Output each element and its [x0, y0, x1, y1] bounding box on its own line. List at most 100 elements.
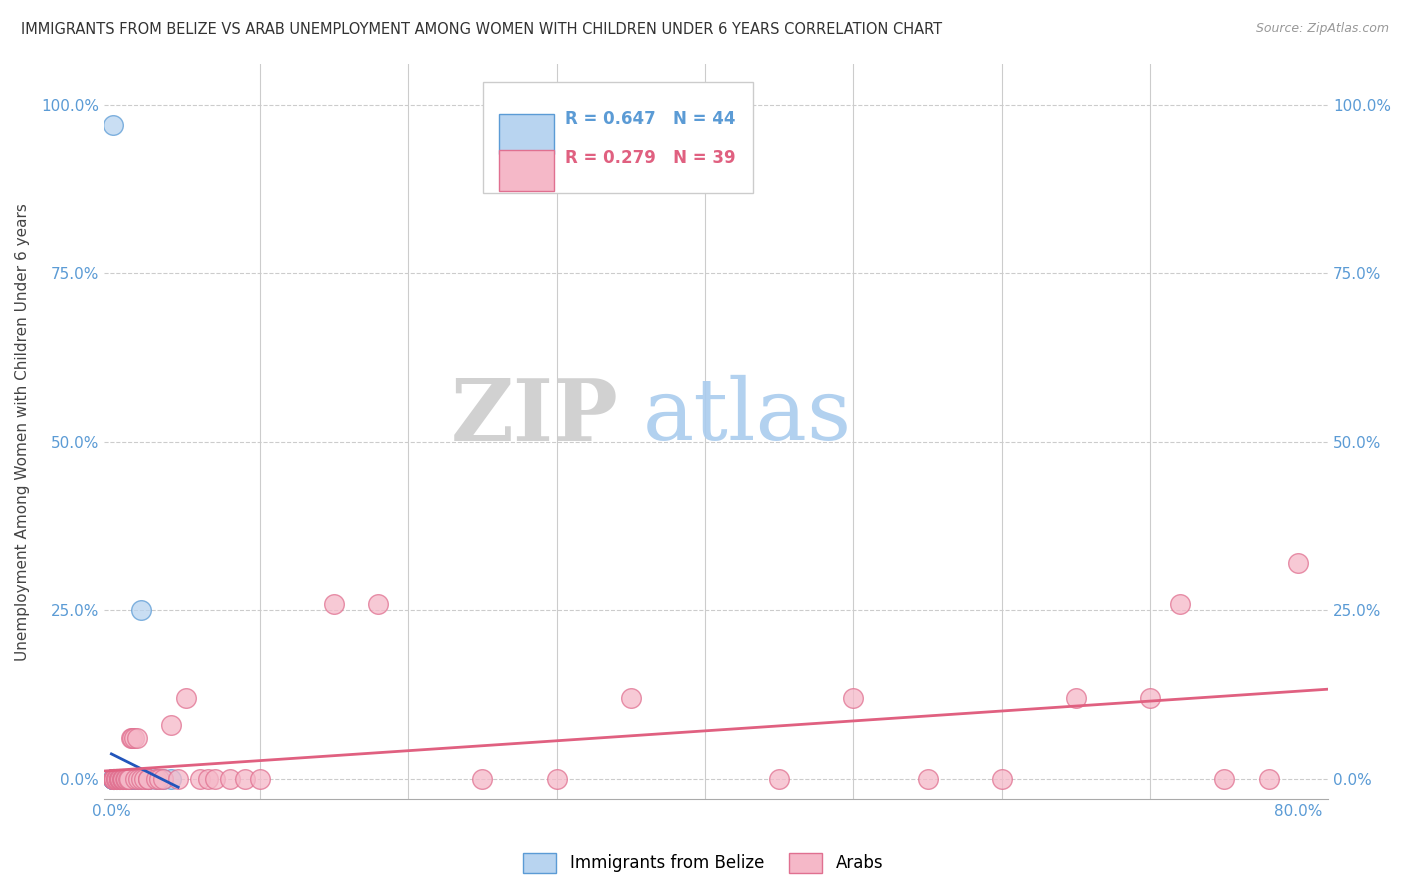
- Point: [110, 772, 132, 786]
- FancyBboxPatch shape: [499, 151, 554, 191]
- Point: [159, 718, 181, 732]
- Point: [112, 772, 135, 786]
- Point: [842, 691, 865, 706]
- Point: [110, 772, 132, 786]
- FancyBboxPatch shape: [499, 113, 554, 154]
- Point: [105, 772, 128, 786]
- Point: [108, 772, 131, 786]
- Point: [197, 772, 219, 786]
- Point: [115, 772, 138, 786]
- Point: [124, 772, 146, 786]
- Point: [323, 597, 346, 611]
- Point: [167, 772, 190, 786]
- Point: [101, 772, 124, 786]
- Text: atlas: atlas: [643, 376, 852, 458]
- Point: [103, 772, 125, 786]
- Point: [190, 772, 212, 786]
- Point: [120, 731, 142, 746]
- Point: [112, 772, 135, 786]
- Point: [108, 772, 131, 786]
- Text: R = 0.647   N = 44: R = 0.647 N = 44: [565, 111, 735, 128]
- Text: Source: ZipAtlas.com: Source: ZipAtlas.com: [1256, 22, 1389, 36]
- Point: [138, 772, 160, 786]
- Point: [108, 772, 131, 786]
- FancyBboxPatch shape: [484, 82, 752, 193]
- Point: [1257, 772, 1279, 786]
- Point: [104, 772, 127, 786]
- Point: [105, 772, 128, 786]
- Point: [104, 772, 127, 786]
- Point: [101, 772, 124, 786]
- Point: [118, 772, 141, 786]
- Point: [103, 772, 125, 786]
- Point: [138, 772, 160, 786]
- Point: [101, 118, 124, 132]
- Point: [112, 772, 135, 786]
- Point: [138, 772, 160, 786]
- Point: [110, 772, 132, 786]
- Point: [115, 772, 138, 786]
- Point: [471, 772, 494, 786]
- Point: [620, 691, 643, 706]
- Point: [108, 772, 131, 786]
- Point: [111, 772, 134, 786]
- Point: [101, 772, 124, 786]
- Point: [115, 772, 138, 786]
- Point: [1168, 597, 1191, 611]
- Point: [101, 772, 124, 786]
- Point: [768, 772, 790, 786]
- Point: [114, 772, 136, 786]
- Point: [104, 772, 127, 786]
- Point: [152, 772, 174, 786]
- Point: [105, 772, 128, 786]
- Point: [118, 772, 141, 786]
- Point: [127, 772, 149, 786]
- Point: [103, 772, 125, 786]
- Point: [114, 772, 136, 786]
- Point: [101, 772, 124, 786]
- Point: [122, 772, 145, 786]
- Point: [101, 772, 124, 786]
- Point: [1064, 691, 1087, 706]
- Point: [1139, 691, 1161, 706]
- Point: [129, 772, 152, 786]
- Point: [990, 772, 1012, 786]
- Y-axis label: Unemployment Among Women with Children Under 6 years: Unemployment Among Women with Children U…: [15, 202, 30, 661]
- Point: [101, 772, 124, 786]
- Point: [917, 772, 939, 786]
- Legend: Immigrants from Belize, Arabs: Immigrants from Belize, Arabs: [516, 847, 890, 880]
- Point: [120, 772, 142, 786]
- Point: [111, 772, 134, 786]
- Point: [125, 731, 148, 746]
- Point: [104, 772, 127, 786]
- Point: [111, 772, 134, 786]
- Point: [148, 772, 170, 786]
- Point: [110, 772, 132, 786]
- Point: [129, 603, 152, 617]
- Point: [1213, 772, 1236, 786]
- Point: [108, 772, 131, 786]
- Point: [1288, 556, 1310, 570]
- Point: [124, 772, 146, 786]
- Point: [204, 772, 226, 786]
- Point: [249, 772, 271, 786]
- Point: [122, 731, 145, 746]
- Point: [159, 772, 181, 786]
- Point: [112, 772, 135, 786]
- Text: ZIP: ZIP: [450, 375, 619, 458]
- Point: [105, 772, 128, 786]
- Point: [145, 772, 167, 786]
- Point: [104, 772, 127, 786]
- Point: [104, 772, 127, 786]
- Point: [115, 772, 138, 786]
- Point: [101, 772, 124, 786]
- Point: [132, 772, 155, 786]
- Text: IMMIGRANTS FROM BELIZE VS ARAB UNEMPLOYMENT AMONG WOMEN WITH CHILDREN UNDER 6 YE: IMMIGRANTS FROM BELIZE VS ARAB UNEMPLOYM…: [21, 22, 942, 37]
- Point: [174, 691, 197, 706]
- Point: [121, 731, 143, 746]
- Point: [117, 772, 139, 786]
- Point: [103, 772, 125, 786]
- Point: [152, 772, 174, 786]
- Point: [101, 772, 124, 786]
- Point: [103, 772, 125, 786]
